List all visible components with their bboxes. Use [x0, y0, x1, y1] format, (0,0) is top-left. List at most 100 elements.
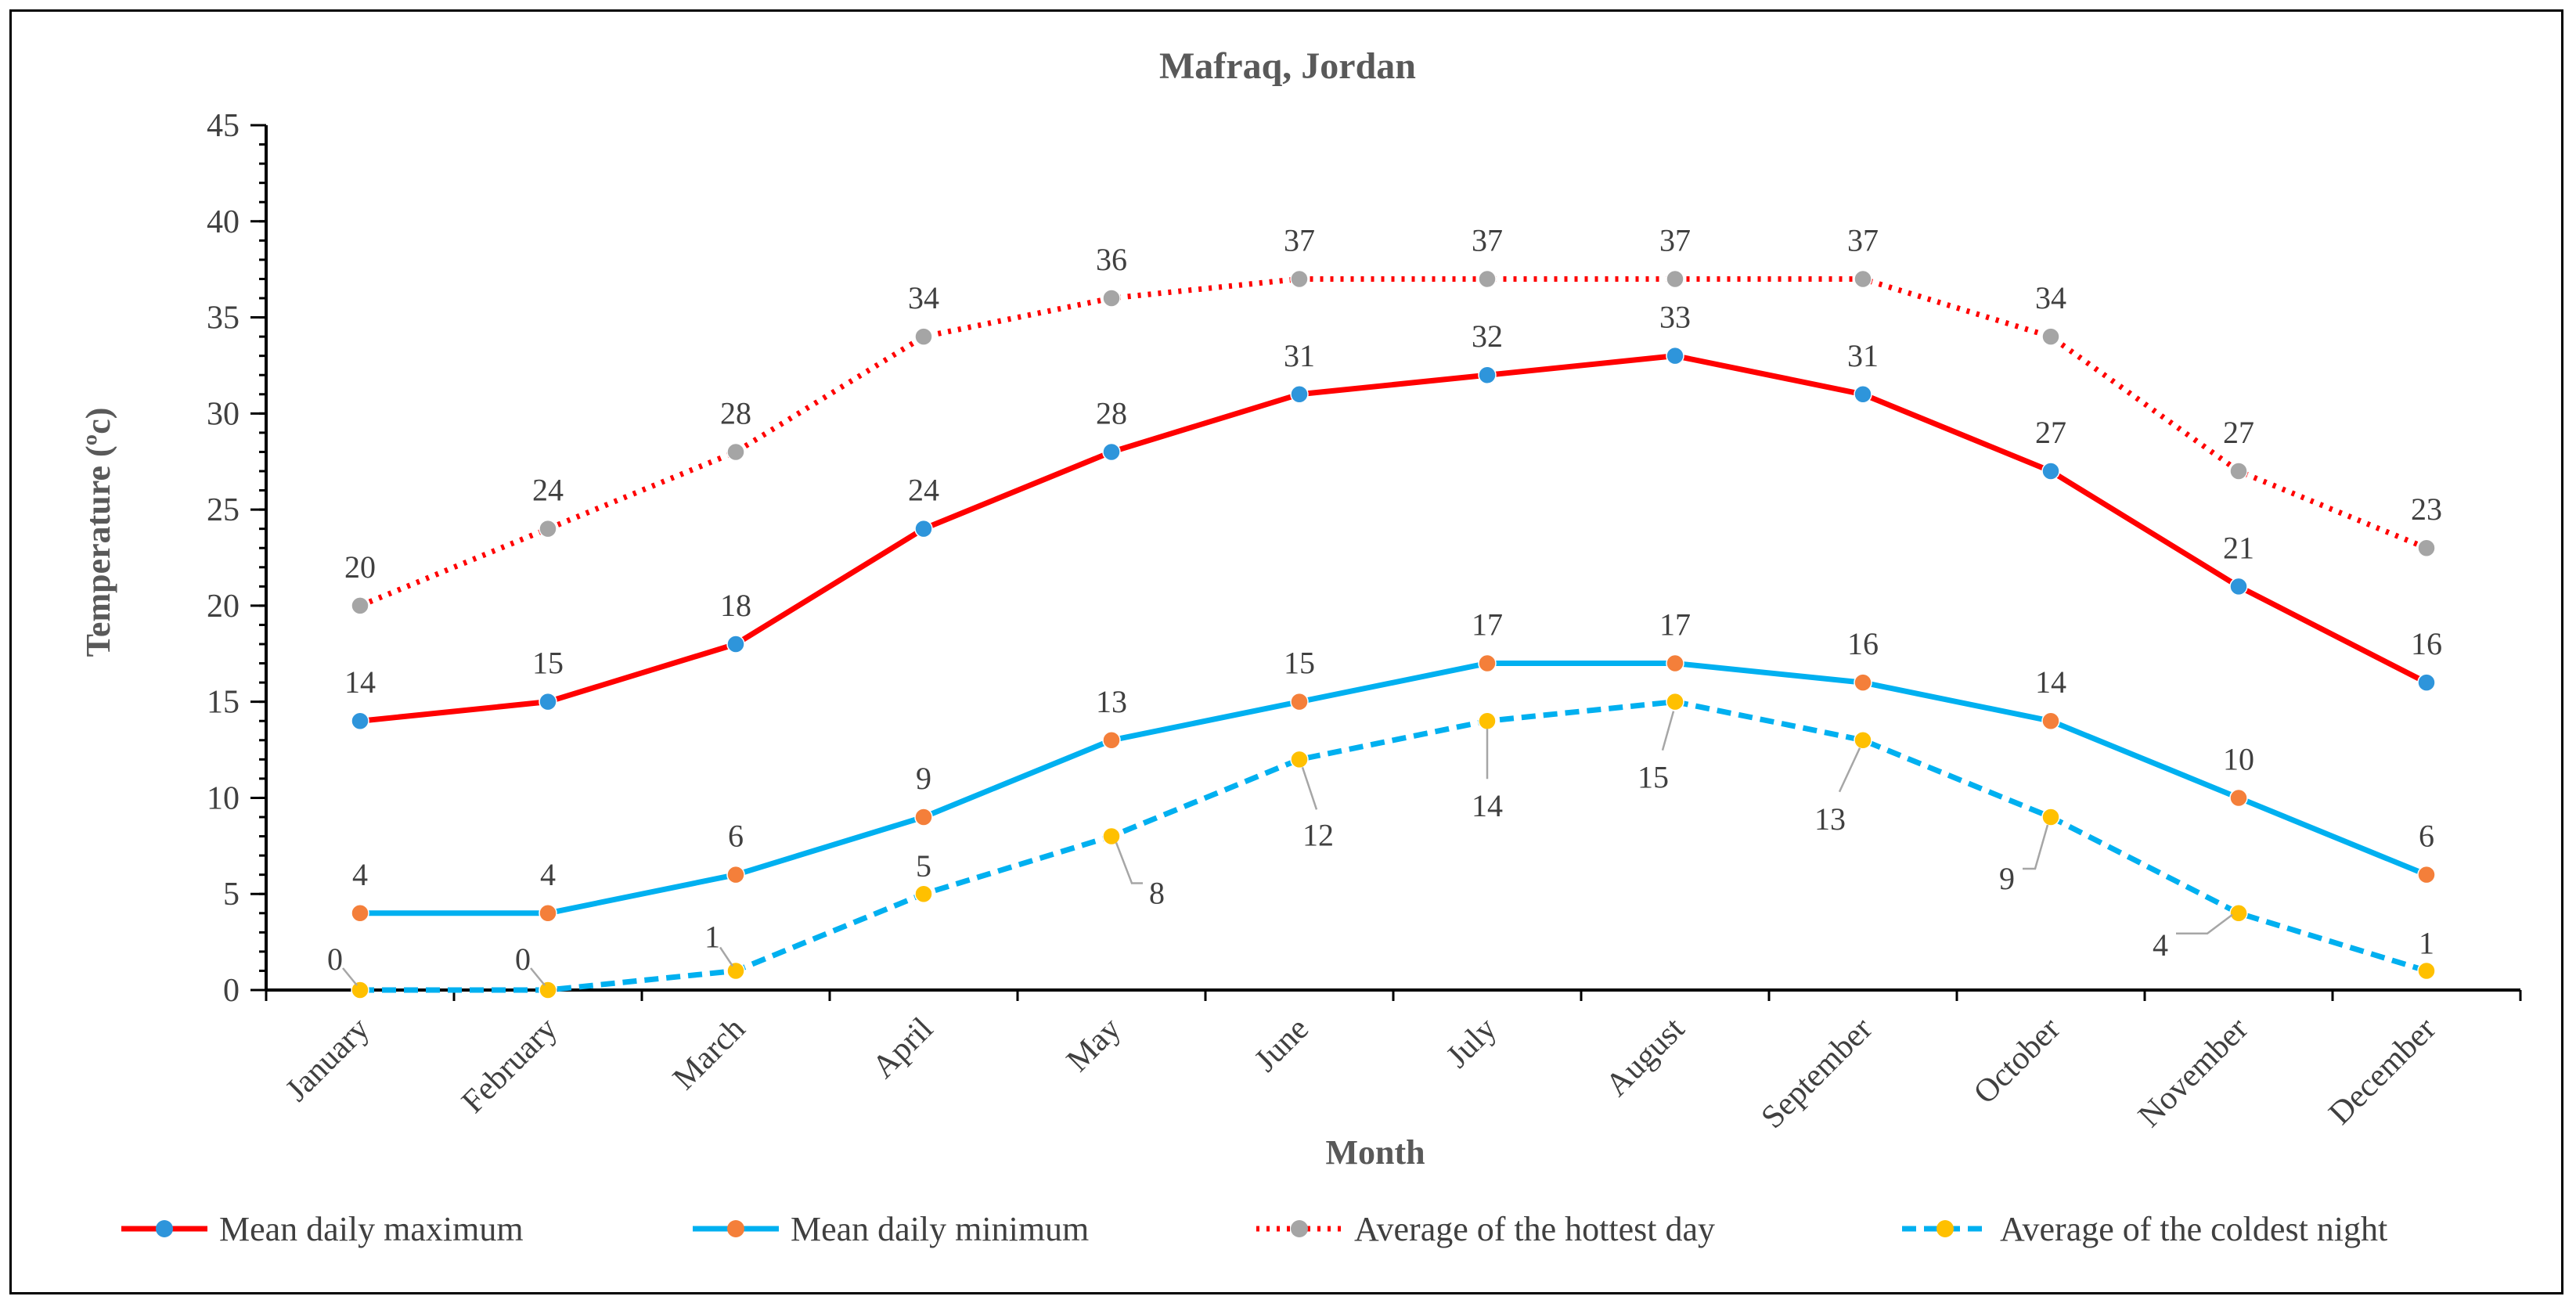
- y-tick-label: 10: [207, 780, 240, 816]
- data-point: [1478, 654, 1497, 673]
- data-point: [914, 884, 933, 903]
- data-point: [2229, 462, 2248, 481]
- data-label: 28: [720, 395, 751, 430]
- data-label: 18: [720, 588, 751, 623]
- data-point: [1478, 365, 1497, 384]
- data-point: [1666, 346, 1684, 365]
- legend-label: Average of the coldest night: [2000, 1210, 2387, 1248]
- x-tick-label: October: [1967, 1011, 2067, 1111]
- y-tick-label: 40: [207, 204, 240, 240]
- data-point: [726, 635, 745, 654]
- data-point: [1854, 673, 1872, 692]
- y-tick-label: 35: [207, 301, 240, 337]
- data-point: [351, 904, 369, 923]
- data-point: [1478, 269, 1497, 289]
- y-tick-label: 30: [207, 396, 240, 432]
- data-label: 16: [1847, 626, 1879, 661]
- data-point: [914, 327, 933, 346]
- data-label: 27: [2223, 415, 2254, 450]
- data-label: 14: [344, 664, 376, 700]
- chart-title: Mafraq, Jordan: [1159, 45, 1416, 87]
- data-label: 17: [1659, 607, 1691, 643]
- data-point: [2229, 904, 2248, 923]
- y-tick-label: 20: [207, 589, 240, 625]
- data-label: 4: [352, 857, 368, 892]
- data-point: [351, 596, 369, 615]
- legend-marker: [727, 1220, 744, 1237]
- chart-frame: [9, 9, 2563, 1294]
- x-tick-label: February: [455, 1011, 564, 1121]
- data-label: 34: [2035, 280, 2066, 315]
- data-point: [1290, 750, 1309, 769]
- y-tick-label: 25: [207, 492, 240, 528]
- data-label: 8: [1149, 876, 1165, 911]
- data-point: [1666, 269, 1684, 289]
- data-point: [914, 519, 933, 538]
- data-point: [1102, 289, 1121, 308]
- data-point: [1102, 731, 1121, 750]
- data-label: 14: [1472, 788, 1503, 823]
- data-point: [2229, 577, 2248, 596]
- leader-line: [1661, 711, 1675, 751]
- data-label: 0: [515, 942, 531, 977]
- legend-marker: [1937, 1220, 1954, 1237]
- data-label: 6: [2419, 819, 2434, 854]
- x-tick-label: July: [1439, 1011, 1504, 1075]
- y-tick-label: 45: [207, 108, 240, 144]
- leader-line: [342, 967, 358, 986]
- data-label: 15: [1637, 760, 1669, 795]
- data-label: 13: [1814, 801, 1846, 837]
- x-tick-label: June: [1248, 1011, 1316, 1079]
- data-point: [2417, 538, 2436, 557]
- data-label: 17: [1472, 607, 1503, 643]
- x-tick-label: December: [2322, 1011, 2444, 1132]
- data-label: 37: [1847, 222, 1879, 257]
- data-point: [1854, 269, 1872, 289]
- data-label: 4: [2153, 927, 2168, 963]
- data-point: [539, 981, 557, 999]
- series-line: [360, 699, 2428, 993]
- legend: Mean daily maximum Mean daily minimum Aver…: [121, 1210, 2387, 1248]
- data-point: [1666, 692, 1684, 711]
- data-point: [1666, 654, 1684, 673]
- data-point: [1854, 385, 1872, 404]
- leader-line: [1838, 747, 1861, 793]
- data-point: [1102, 442, 1121, 462]
- data-point: [351, 711, 369, 730]
- data-label: 14: [2035, 664, 2066, 700]
- x-tick-label: August: [1599, 1010, 1692, 1104]
- y-axis-title: Temperature (ºc): [79, 408, 117, 657]
- data-point: [2417, 961, 2436, 981]
- x-tick-label: January: [279, 1011, 376, 1109]
- data-point: [1478, 711, 1497, 730]
- data-label: 23: [2411, 491, 2442, 527]
- data-point: [726, 442, 745, 462]
- data-point: [2417, 673, 2436, 692]
- data-point: [2041, 711, 2060, 730]
- data-label: 31: [1284, 338, 1315, 373]
- data-label: 1: [2419, 925, 2434, 960]
- x-axis-title: Month: [1325, 1133, 1425, 1172]
- data-label: 37: [1472, 222, 1503, 257]
- data-label: 24: [532, 473, 564, 508]
- data-label: 33: [1659, 300, 1691, 335]
- y-tick-label: 5: [223, 877, 240, 913]
- data-label: 9: [1999, 861, 2015, 896]
- data-label: 37: [1659, 222, 1691, 257]
- y-tick-label: 15: [207, 685, 240, 721]
- leader-line: [1301, 766, 1318, 810]
- legend-label: Average of the hottest day: [1354, 1210, 1715, 1248]
- leader-line: [2176, 913, 2233, 935]
- data-label: 21: [2223, 530, 2254, 565]
- x-tick-label: November: [2131, 1011, 2255, 1135]
- data-point: [2041, 462, 2060, 481]
- data-label: 12: [1302, 817, 1334, 852]
- data-label: 34: [908, 280, 939, 315]
- series-layer: [351, 269, 2436, 999]
- data-point: [2041, 327, 2060, 346]
- data-point: [2041, 808, 2060, 826]
- data-label: 31: [1847, 338, 1879, 373]
- x-tick-label: May: [1060, 1011, 1128, 1079]
